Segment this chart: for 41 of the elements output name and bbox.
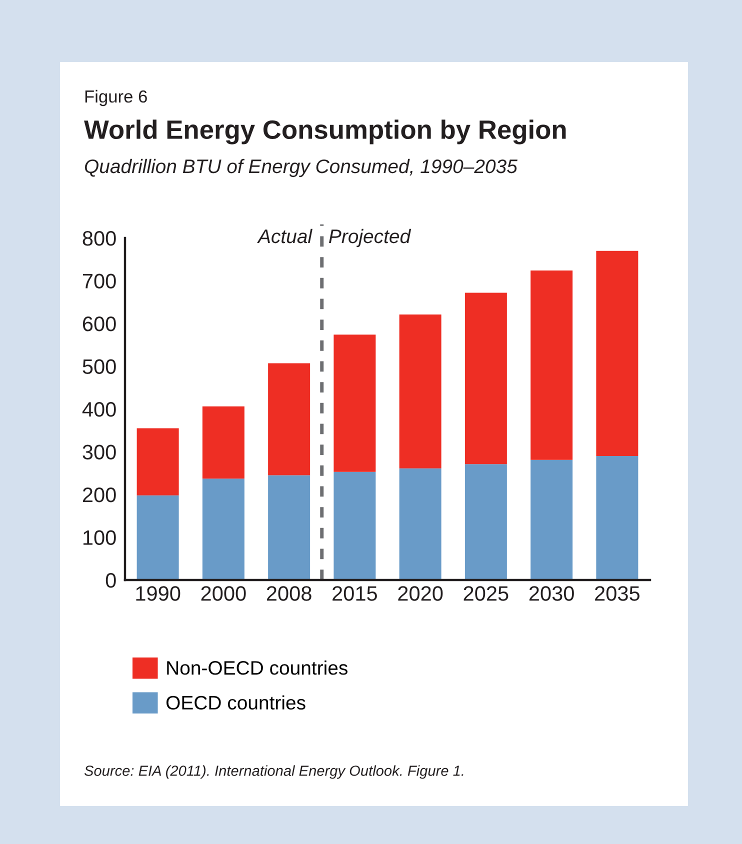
annotation: Projected <box>329 228 412 248</box>
y-tick-label: 500 <box>82 359 116 374</box>
bar <box>530 460 573 580</box>
bar <box>399 314 442 468</box>
y-tick-label: 400 <box>82 402 116 417</box>
caption: Figure 6 <box>85 90 147 106</box>
bar <box>136 428 179 496</box>
bar <box>334 472 376 580</box>
y-tick-label: 200 <box>82 488 116 502</box>
bar <box>596 456 638 580</box>
source-note: Source: EIA (2011). International Energy Outlook. Figure 1. <box>84 765 464 779</box>
x-tick-label: 2020 <box>398 586 443 601</box>
y-tick-label: 700 <box>82 274 116 289</box>
chart-subtitle: Quadrillion BTU of Energy Consumed, 1990–2035 <box>84 158 518 178</box>
y-tick-label: 100 <box>84 530 116 546</box>
x-tick-label: 2008 <box>266 586 312 601</box>
x-tick-label: 1990 <box>136 586 180 601</box>
bar <box>268 363 310 476</box>
y-tick-label: 600 <box>82 316 116 332</box>
y-tick-label: 0 <box>106 573 116 588</box>
x-tick-label: 2025 <box>464 586 508 601</box>
annotation: Actual <box>257 228 312 244</box>
bar <box>202 406 244 479</box>
x-tick-label: 2015 <box>332 586 377 601</box>
x-tick-label: 2000 <box>201 586 246 601</box>
bar <box>136 495 179 580</box>
y-tick-label: 800 <box>82 231 116 246</box>
bar <box>596 250 638 456</box>
bar <box>399 468 442 580</box>
bar <box>464 464 507 580</box>
bar <box>464 292 507 464</box>
chart-title: World Energy Consumption by Region <box>84 120 566 144</box>
y-tick-label: 300 <box>82 444 116 460</box>
bar <box>334 334 376 472</box>
x-tick-label: 2035 <box>595 586 640 601</box>
x-tick-label: 2030 <box>529 586 574 601</box>
legend-label: OECD countries <box>166 695 306 710</box>
bar <box>268 475 310 580</box>
legend-label: Non-OECD countries <box>167 660 348 675</box>
bar <box>202 478 244 580</box>
bar <box>530 270 573 460</box>
